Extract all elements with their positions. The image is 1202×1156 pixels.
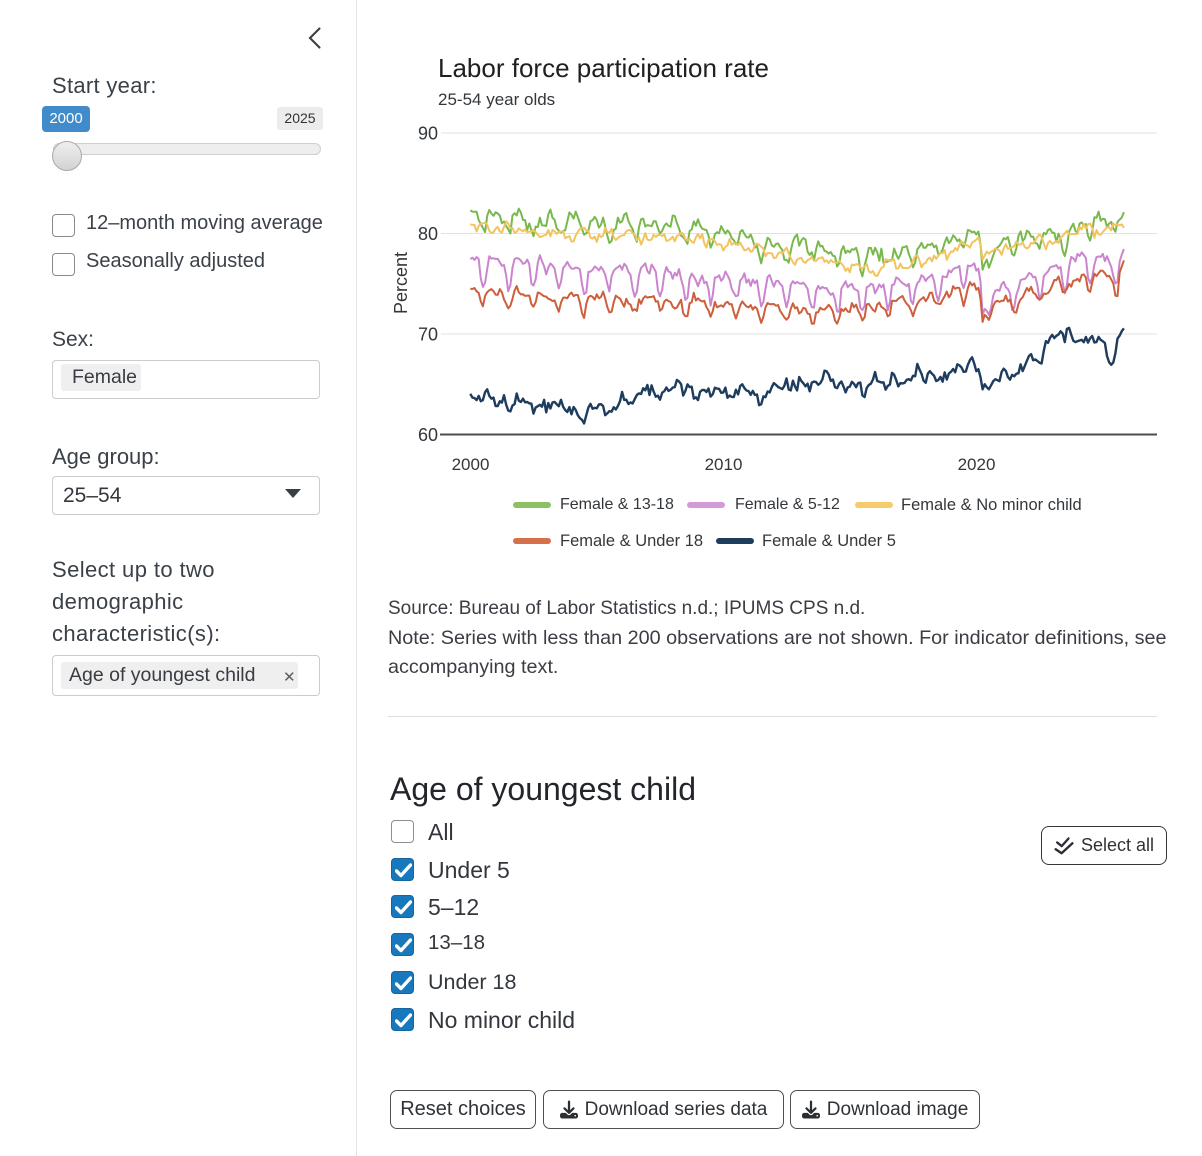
- svg-text:70: 70: [418, 325, 438, 345]
- svg-text:2020: 2020: [958, 455, 996, 474]
- svg-text:60: 60: [418, 425, 438, 445]
- svg-text:90: 90: [418, 124, 438, 144]
- svg-text:2010: 2010: [705, 455, 743, 474]
- svg-text:80: 80: [418, 224, 438, 244]
- svg-text:Percent: Percent: [391, 252, 411, 314]
- svg-text:2000: 2000: [452, 455, 490, 474]
